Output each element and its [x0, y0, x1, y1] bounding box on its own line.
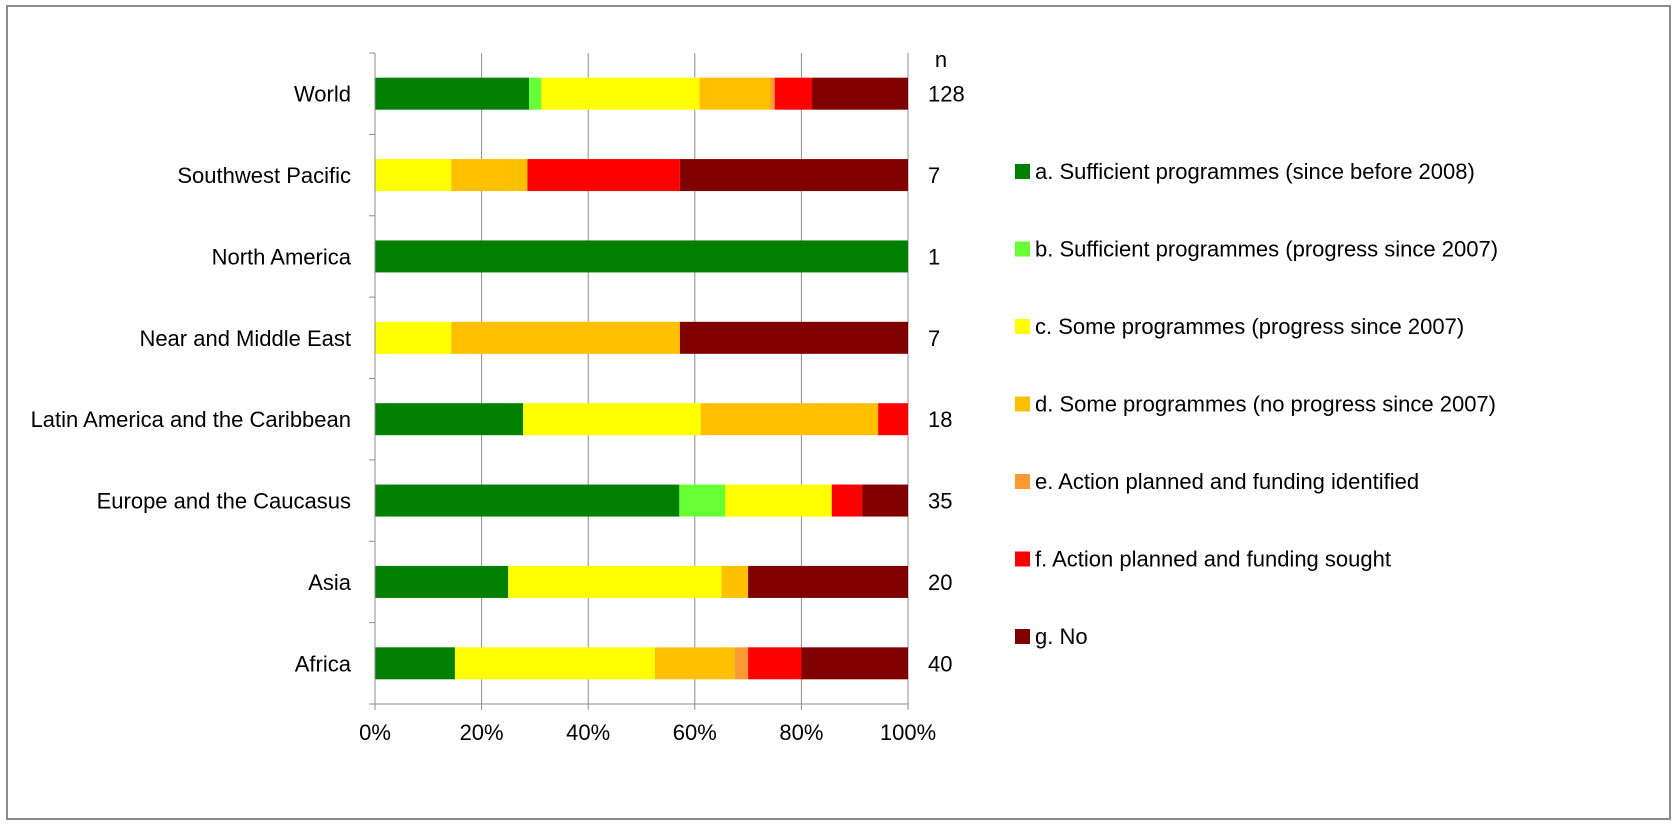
bar-segment-5-2 [725, 484, 832, 517]
category-label-5: Europe and the Caucasus [97, 489, 351, 514]
bar-segment-0-0 [375, 77, 530, 110]
bar-segment-4-2 [523, 403, 701, 436]
legend-label-0: a. Sufficient programmes (since before 2… [1035, 159, 1475, 184]
bar-segment-2-0 [375, 240, 908, 273]
category-labels: World Southwest Pacific North America Near … [31, 82, 352, 677]
bar-segment-5-1 [679, 484, 726, 517]
bar-segment-1-3 [451, 159, 528, 192]
gridlines [374, 53, 909, 704]
bar-segment-6-3 [721, 565, 749, 598]
bar-segment-6-6 [748, 565, 908, 598]
bar-segment-3-6 [679, 321, 908, 354]
legend: a. Sufficient programmes (since before 2… [1015, 159, 1498, 649]
category-label-6: Asia [308, 570, 352, 595]
legend-swatch-6 [1015, 629, 1030, 644]
bars [375, 77, 908, 680]
n-value-2: 1 [928, 244, 940, 269]
bar-segment-4-5 [878, 403, 908, 436]
bar-segment-3-2 [375, 321, 452, 354]
bar-segment-7-4 [734, 647, 749, 680]
legend-swatch-2 [1015, 319, 1030, 334]
bar-segment-0-6 [812, 77, 908, 110]
legend-label-5: f. Action planned and funding sought [1035, 547, 1391, 572]
bar-segment-4-0 [375, 403, 524, 436]
chart-frame: 0% 20% 40% 60% 80% 100% World Southwest Pacifi… [6, 5, 1671, 820]
n-value-7: 40 [928, 651, 952, 676]
bar-segment-7-6 [801, 647, 908, 680]
bar-segment-1-5 [527, 159, 680, 192]
legend-swatch-5 [1015, 551, 1030, 567]
n-value-4: 18 [928, 407, 952, 432]
legend-label-4: e. Action planned and funding identified [1035, 469, 1419, 494]
x-tick-label-1: 20% [460, 720, 504, 745]
bar-segment-7-5 [748, 647, 802, 680]
n-column: n 128 7 1 7 18 35 20 40 [928, 47, 965, 676]
x-tick-label-3: 60% [673, 720, 717, 745]
bar-segment-7-3 [654, 647, 735, 680]
legend-swatch-1 [1015, 241, 1030, 257]
stacked-bar-chart: 0% 20% 40% 60% 80% 100% World Southwest Pacifi… [31, 47, 1498, 745]
category-label-0: World [294, 82, 351, 107]
x-tick-label-5: 100% [880, 720, 936, 745]
bar-segment-4-3 [700, 403, 879, 436]
bar-segment-3-3 [451, 321, 680, 354]
bar-segment-0-4 [770, 77, 775, 110]
category-label-4: Latin America and the Caribbean [31, 407, 351, 432]
x-tick-label-2: 40% [566, 720, 610, 745]
n-value-0: 128 [928, 82, 965, 107]
legend-label-3: d. Some programmes (no progress since 20… [1035, 392, 1496, 417]
category-label-7: Africa [295, 651, 352, 676]
category-label-3: Near and Middle East [139, 326, 351, 351]
n-value-3: 7 [928, 326, 940, 351]
bar-segment-0-5 [774, 77, 813, 110]
n-value-5: 35 [928, 489, 952, 514]
bar-segment-0-1 [529, 77, 542, 110]
legend-label-6: g. No [1035, 624, 1088, 649]
x-tick-label-0: 0% [359, 720, 391, 745]
n-value-6: 20 [928, 570, 952, 595]
category-label-2: North America [212, 244, 352, 269]
n-value-1: 7 [928, 163, 940, 188]
bar-segment-6-0 [375, 565, 509, 598]
n-header: n [935, 47, 947, 72]
bar-segment-5-5 [831, 484, 863, 517]
legend-label-2: c. Some programmes (progress since 2007) [1035, 314, 1464, 339]
x-tick-label-4: 80% [779, 720, 823, 745]
bar-segment-6-2 [508, 565, 722, 598]
axes: 0% 20% 40% 60% 80% 100% [359, 52, 936, 745]
bar-segment-5-6 [862, 484, 908, 517]
bar-segment-1-2 [375, 159, 452, 192]
legend-swatch-3 [1015, 396, 1030, 412]
bar-segment-0-2 [541, 77, 700, 110]
bar-segment-0-3 [699, 77, 771, 110]
bar-segment-5-0 [375, 484, 680, 517]
bar-segment-7-2 [454, 647, 655, 680]
legend-swatch-4 [1015, 474, 1030, 489]
bar-segment-7-0 [375, 647, 455, 680]
legend-swatch-0 [1015, 164, 1030, 179]
category-label-1: Southwest Pacific [177, 163, 351, 188]
legend-label-1: b. Sufficient programmes (progress since… [1035, 237, 1498, 262]
bar-segment-1-6 [679, 159, 908, 192]
